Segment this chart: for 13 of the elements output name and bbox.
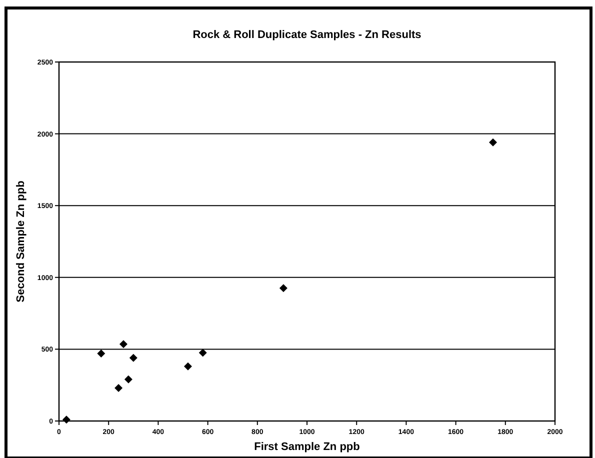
x-axis-title: First Sample Zn ppb: [254, 441, 360, 453]
point: [279, 284, 288, 292]
y-axis-title: Second Sample Zn ppb: [15, 180, 27, 302]
point: [184, 362, 192, 370]
point: [62, 416, 70, 424]
point: [97, 350, 106, 358]
point: [129, 354, 138, 362]
chart-title: Rock & Roll Duplicate Samples - Zn Results: [192, 29, 422, 41]
point: [489, 138, 497, 146]
point: [119, 340, 128, 348]
point: [124, 375, 132, 384]
point: [198, 348, 207, 357]
point: [114, 384, 123, 392]
